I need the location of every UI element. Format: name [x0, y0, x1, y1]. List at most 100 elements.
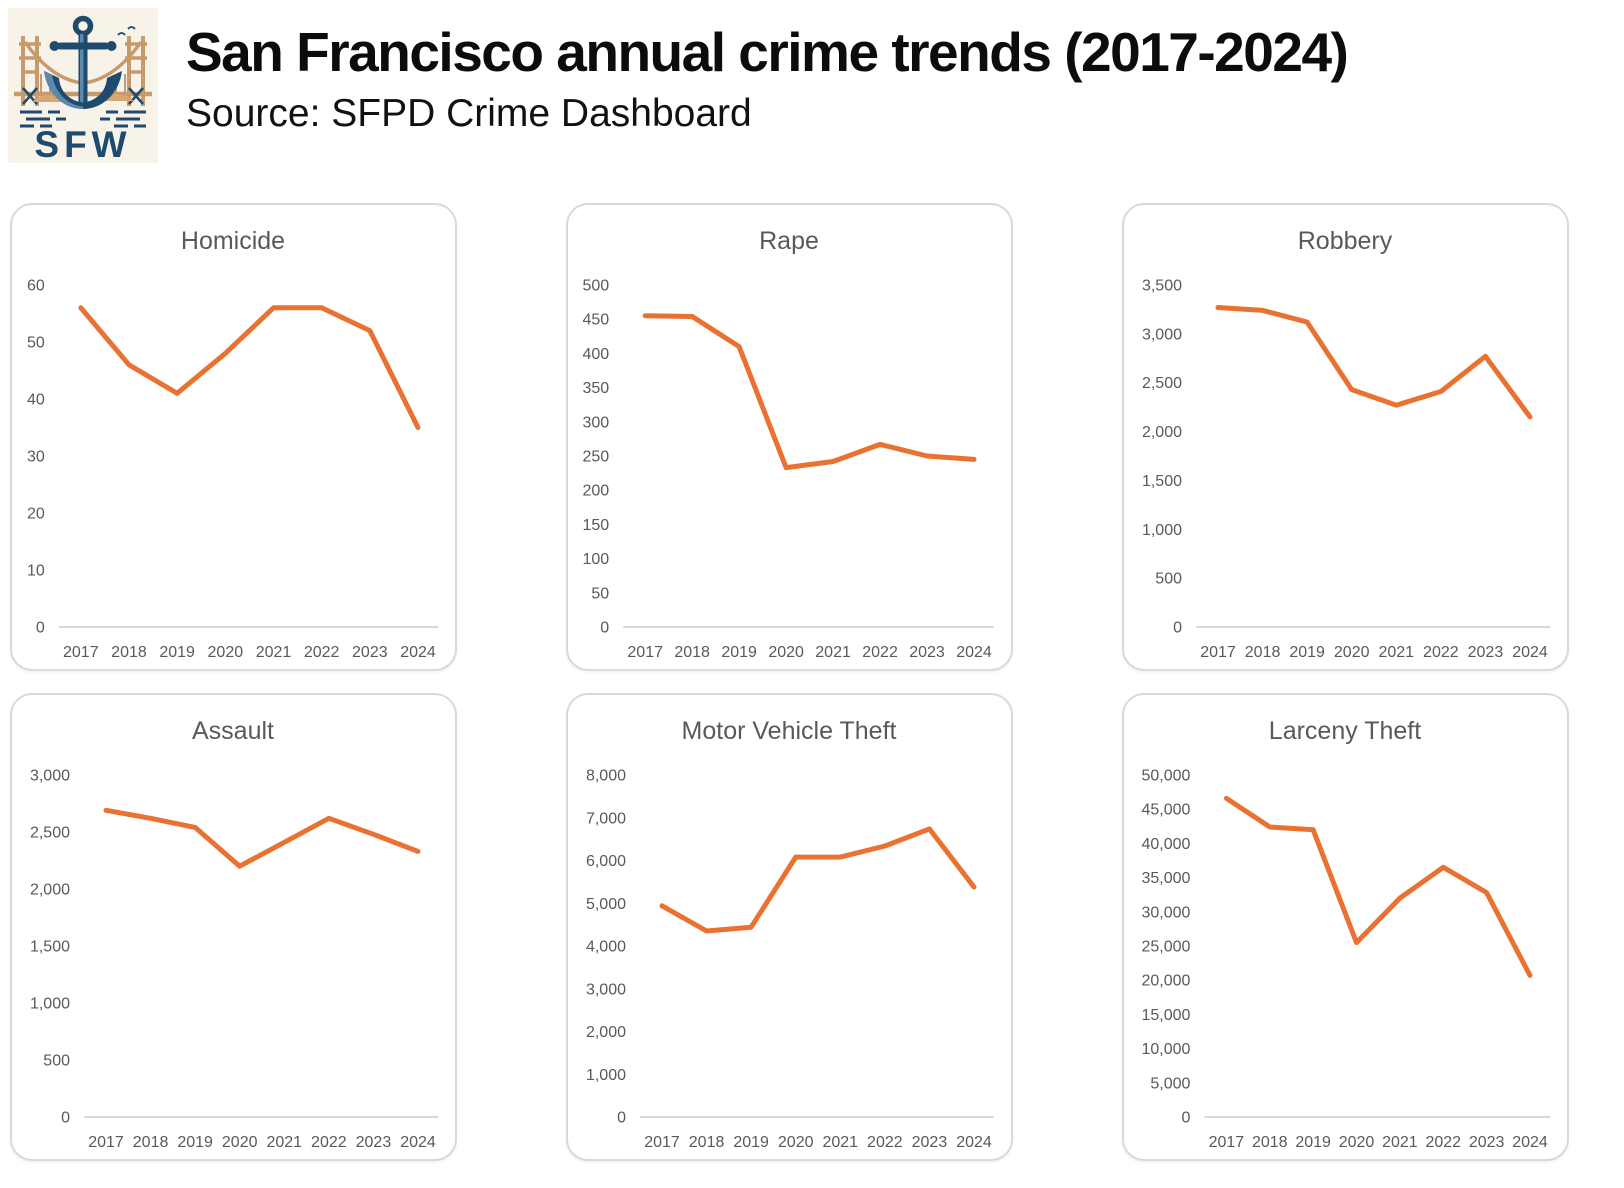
- x-tick-label: 2023: [909, 644, 945, 661]
- y-tick-label: 300: [582, 414, 609, 431]
- y-tick-label: 200: [582, 483, 609, 500]
- y-tick-label: 8,000: [586, 768, 626, 785]
- page-subtitle: Source: SFPD Crime Dashboard: [186, 91, 752, 135]
- x-tick-label: 2024: [400, 644, 436, 661]
- y-tick-label: 0: [61, 1110, 70, 1127]
- x-tick-label: 2024: [1512, 1134, 1548, 1151]
- chart-card-motor-vehicle-theft: Motor Vehicle Theft 0 1,000 2,000 3,000 4,00…: [566, 693, 1013, 1161]
- x-tick-label: 2024: [400, 1134, 436, 1151]
- header-text: San Francisco annual crime trends (2017-…: [186, 8, 1349, 136]
- y-tick-label: 1,000: [30, 996, 70, 1013]
- y-tick-label: 30: [27, 449, 45, 466]
- y-tick-label: 0: [617, 1110, 626, 1127]
- x-tick-label: 2017: [88, 1134, 124, 1151]
- y-tick-label: 0: [600, 620, 609, 637]
- y-tick-label: 450: [582, 312, 609, 329]
- y-tick-label: 1,500: [30, 939, 70, 956]
- y-tick-label: 5,000: [586, 896, 626, 913]
- y-tick-label: 0: [1181, 1110, 1190, 1127]
- y-tick-label: 30,000: [1141, 904, 1190, 921]
- x-tick-label: 2020: [1334, 644, 1370, 661]
- x-tick-label: 2022: [867, 1134, 903, 1151]
- x-tick-label: 2024: [956, 1134, 992, 1151]
- chart-title: Rape: [759, 227, 819, 255]
- y-tick-label: 10: [27, 563, 45, 580]
- chart-title: Motor Vehicle Theft: [682, 717, 897, 745]
- x-tick-label: 2017: [1200, 644, 1236, 661]
- x-tick-label: 2020: [1339, 1134, 1375, 1151]
- y-tick-label: 2,000: [30, 882, 70, 899]
- chart-card-robbery: Robbery 0 500 1,000 1,500 2,000 2,500 3,000 3,5…: [1122, 203, 1569, 671]
- x-tick-label: 2023: [356, 1134, 392, 1151]
- x-tick-label: 2020: [208, 644, 244, 661]
- y-tick-label: 35,000: [1141, 870, 1190, 887]
- x-tick-label: 2018: [1245, 644, 1281, 661]
- y-tick-label: 500: [1155, 571, 1182, 588]
- birds-icon: [117, 26, 136, 36]
- x-tick-label: 2023: [912, 1134, 948, 1151]
- x-tick-label: 2021: [815, 644, 851, 661]
- x-tick-label: 2023: [1469, 1134, 1505, 1151]
- y-tick-label: 2,000: [1142, 424, 1182, 441]
- y-tick-label: 1,500: [1142, 473, 1182, 490]
- x-tick-label: 2020: [222, 1134, 258, 1151]
- y-tick-label: 1,000: [1142, 522, 1182, 539]
- rape-line-chart: Rape 0 50 100 150 200 250 300 350 400 450 500 2017 2…: [582, 227, 994, 661]
- y-tick-label: 5,000: [1150, 1075, 1190, 1092]
- y-tick-label: 25,000: [1141, 939, 1190, 956]
- x-tick-label: 2018: [689, 1134, 725, 1151]
- y-tick-label: 3,000: [30, 768, 70, 785]
- y-tick-label: 3,500: [1142, 278, 1182, 295]
- x-tick-label: 2021: [266, 1134, 302, 1151]
- chart-card-larceny-theft: Larceny Theft 0 5,000 10,000 15,000 20,000 25…: [1122, 693, 1569, 1161]
- y-tick-label: 250: [582, 449, 609, 466]
- x-tick-label: 2019: [733, 1134, 769, 1151]
- x-tick-label: 2022: [1425, 1134, 1461, 1151]
- y-tick-label: 400: [582, 346, 609, 363]
- chart-title: Homicide: [181, 227, 285, 255]
- y-tick-label: 1,000: [586, 1067, 626, 1084]
- y-tick-label: 0: [1173, 620, 1182, 637]
- chart-title: Larceny Theft: [1269, 717, 1421, 745]
- x-tick-label: 2022: [862, 644, 898, 661]
- y-tick-label: 2,500: [30, 825, 70, 842]
- y-tick-label: 20: [27, 506, 45, 523]
- y-tick-label: 150: [582, 517, 609, 534]
- logo-text: SFW: [34, 124, 131, 163]
- charts-grid: Homicide 0 10 20 30 40 50 60 2017 2018 2019 2020 20…: [10, 203, 1624, 1161]
- y-tick-label: 45,000: [1141, 802, 1190, 819]
- y-tick-label: 4,000: [586, 939, 626, 956]
- y-tick-label: 100: [582, 551, 609, 568]
- x-tick-label: 2024: [956, 644, 992, 661]
- y-tick-label: 3,000: [586, 981, 626, 998]
- motor-vehicle-theft-line-chart: Motor Vehicle Theft 0 1,000 2,000 3,000 4,00…: [586, 717, 994, 1151]
- x-tick-label: 2017: [627, 644, 663, 661]
- x-tick-label: 2022: [1423, 644, 1459, 661]
- x-tick-label: 2018: [111, 644, 147, 661]
- chart-card-homicide: Homicide 0 10 20 30 40 50 60 2017 2018 2019 2020 20…: [10, 203, 457, 671]
- water-waves: [20, 110, 146, 128]
- homicide-line-chart: Homicide 0 10 20 30 40 50 60 2017 2018 2019 2020 20…: [27, 227, 438, 661]
- data-line: [78, 305, 421, 430]
- x-tick-label: 2019: [1289, 644, 1325, 661]
- data-line: [659, 826, 977, 934]
- y-tick-label: 15,000: [1141, 1007, 1190, 1024]
- x-tick-label: 2022: [311, 1134, 347, 1151]
- x-tick-label: 2021: [1378, 644, 1414, 661]
- x-tick-label: 2021: [822, 1134, 858, 1151]
- y-tick-label: 20,000: [1141, 973, 1190, 990]
- x-tick-label: 2020: [768, 644, 804, 661]
- x-tick-label: 2017: [1209, 1134, 1245, 1151]
- y-tick-label: 3,000: [1142, 326, 1182, 343]
- y-tick-label: 2,000: [586, 1024, 626, 1041]
- y-tick-label: 50,000: [1141, 768, 1190, 785]
- x-tick-label: 2023: [1468, 644, 1504, 661]
- y-tick-label: 40,000: [1141, 836, 1190, 853]
- y-tick-label: 2,500: [1142, 375, 1182, 392]
- chart-card-rape: Rape 0 50 100 150 200 250 300 350 400 450 500 2017 2…: [566, 203, 1013, 671]
- x-tick-label: 2022: [304, 644, 340, 661]
- x-tick-label: 2021: [1382, 1134, 1418, 1151]
- x-tick-label: 2017: [644, 1134, 680, 1151]
- x-tick-label: 2018: [1252, 1134, 1288, 1151]
